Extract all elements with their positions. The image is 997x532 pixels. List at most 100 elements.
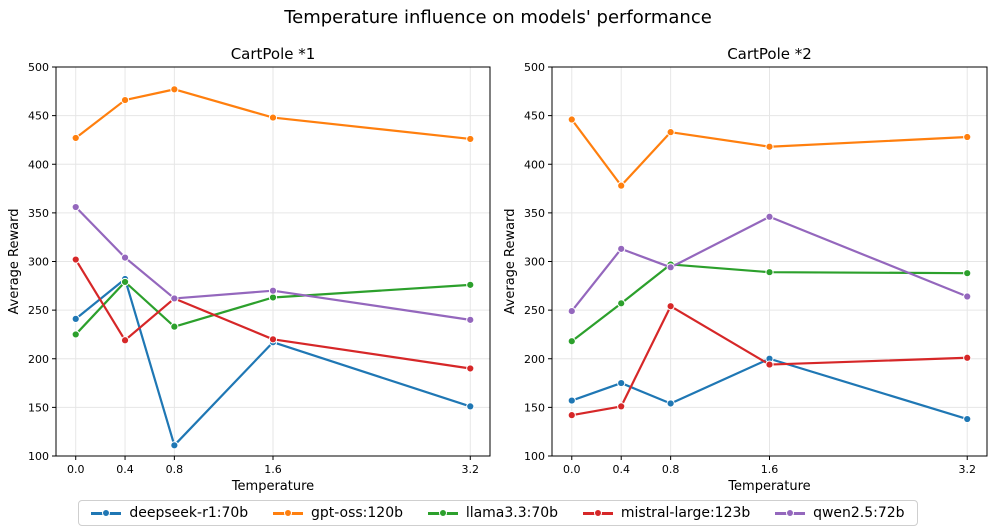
legend-label: gpt-oss:120b (310, 505, 404, 521)
data-point-deepseek-r1-70b (567, 396, 576, 405)
y-tick-label: 150 (28, 401, 49, 414)
data-point-gpt-oss-120b (963, 132, 972, 142)
data-point-gpt-oss-120b (466, 134, 475, 144)
data-point-mistral-large-123b (567, 411, 576, 420)
data-point-mistral-large-123b (617, 402, 626, 411)
y-tick-label: 500 (28, 61, 49, 74)
legend: deepseek-r1:70b gpt-oss:120b llama3.3:70b m… (78, 500, 918, 526)
data-point-llama3-3-70b (567, 337, 576, 346)
y-tick-label: 100 (28, 450, 49, 463)
legend-swatch (91, 507, 122, 519)
legend-label: llama3.3:70b (465, 505, 559, 521)
data-point-qwen2-5-72b (120, 253, 130, 262)
data-point-mistral-large-123b (666, 302, 675, 311)
legend-swatch-marker (102, 509, 111, 517)
legend-item: llama3.3:70b (427, 505, 559, 521)
legend-swatch (775, 507, 806, 519)
data-point-qwen2-5-72b (963, 292, 972, 301)
y-tick-label: 500 (524, 61, 545, 74)
y-tick-label: 350 (28, 207, 49, 220)
chart-title: CartPole *2 (727, 45, 812, 63)
y-tick-label: 400 (524, 158, 545, 171)
data-point-gpt-oss-120b (666, 128, 675, 137)
data-point-deepseek-r1-70b (71, 314, 80, 323)
legend-label: mistral-large:123b (620, 505, 751, 521)
y-tick-label: 350 (524, 207, 545, 220)
data-point-gpt-oss-120b (567, 115, 576, 124)
data-point-qwen2-5-72b (617, 244, 626, 253)
data-point-llama3-3-70b (268, 293, 278, 302)
data-point-deepseek-r1-70b (963, 414, 972, 424)
x-tick-label: 0.4 (612, 463, 630, 476)
x-tick-label: 0.8 (662, 463, 680, 476)
data-point-mistral-large-123b (466, 364, 475, 373)
x-tick-label: 1.6 (761, 463, 779, 476)
data-point-llama3-3-70b (120, 277, 130, 287)
legend-label: deepseek-r1:70b (129, 505, 249, 521)
data-point-deepseek-r1-70b (666, 399, 675, 408)
x-tick-label: 3.2 (462, 463, 480, 476)
y-axis-label: Average Reward (7, 209, 22, 315)
y-tick-label: 200 (28, 353, 49, 366)
chart-title: CartPole *1 (231, 45, 316, 63)
x-axis-label: Temperature (727, 479, 810, 494)
legend-swatch-marker (786, 509, 795, 517)
legend-swatch (582, 507, 613, 519)
data-point-llama3-3-70b (963, 269, 972, 278)
data-point-mistral-large-123b (765, 360, 774, 369)
y-tick-label: 450 (28, 110, 49, 123)
y-tick-label: 300 (524, 256, 545, 269)
data-point-llama3-3-70b (170, 322, 179, 331)
y-tick-label: 250 (524, 304, 545, 317)
data-point-qwen2-5-72b (666, 263, 675, 272)
legend-item: deepseek-r1:70b (91, 505, 248, 521)
data-point-qwen2-5-72b (268, 286, 278, 295)
y-tick-label: 400 (28, 158, 49, 171)
data-point-mistral-large-123b (963, 353, 972, 362)
chart-panel-cartpole-1: 100 150 200 250 300 350 400 450 500 0.0 0.4 0.8 1.6 3… (7, 45, 491, 494)
x-tick-label: 0.8 (166, 463, 184, 476)
x-tick-label: 1.6 (264, 463, 282, 476)
y-axis-label: Average Reward (503, 209, 518, 315)
y-tick-label: 200 (524, 353, 545, 366)
legend-swatch-marker (438, 509, 447, 517)
x-tick-label: 0.0 (563, 463, 581, 476)
legend-item: mistral-large:123b (582, 505, 751, 521)
data-point-gpt-oss-120b (617, 181, 626, 190)
legend-swatch (427, 507, 458, 519)
data-point-qwen2-5-72b (71, 202, 80, 212)
y-tick-label: 100 (524, 450, 545, 463)
data-point-deepseek-r1-70b (617, 378, 626, 388)
legend-swatch-marker (283, 509, 292, 517)
y-tick-label: 150 (524, 401, 545, 414)
x-tick-label: 0.0 (67, 463, 85, 476)
data-point-deepseek-r1-70b (170, 441, 179, 450)
data-point-mistral-large-123b (268, 335, 278, 344)
data-point-mistral-large-123b (120, 336, 130, 345)
data-point-mistral-large-123b (71, 255, 80, 264)
x-tick-label: 0.4 (116, 463, 134, 476)
data-point-llama3-3-70b (765, 268, 774, 277)
data-point-gpt-oss-120b (71, 133, 80, 143)
data-point-deepseek-r1-70b (466, 402, 475, 411)
legend-item: gpt-oss:120b (272, 505, 404, 521)
legend-item: qwen2.5:72b (775, 505, 905, 521)
y-tick-label: 450 (524, 110, 545, 123)
data-point-llama3-3-70b (466, 280, 475, 289)
data-point-qwen2-5-72b (466, 315, 475, 324)
legend-label: qwen2.5:72b (813, 505, 905, 521)
data-point-qwen2-5-72b (170, 294, 179, 303)
data-point-gpt-oss-120b (268, 113, 278, 122)
y-tick-label: 300 (28, 256, 49, 269)
legend-swatch (272, 507, 303, 519)
data-point-qwen2-5-72b (567, 306, 576, 316)
x-tick-label: 3.2 (958, 463, 976, 476)
data-point-llama3-3-70b (71, 330, 80, 339)
y-tick-label: 250 (28, 304, 49, 317)
legend-swatch-marker (593, 509, 602, 517)
data-point-qwen2-5-72b (765, 212, 774, 221)
chart-panel-cartpole-2: 100 150 200 250 300 350 400 450 500 0.0 0.4 0.8 1.6 3… (503, 45, 988, 494)
x-axis-label: Temperature (231, 479, 314, 494)
data-point-gpt-oss-120b (765, 142, 774, 151)
